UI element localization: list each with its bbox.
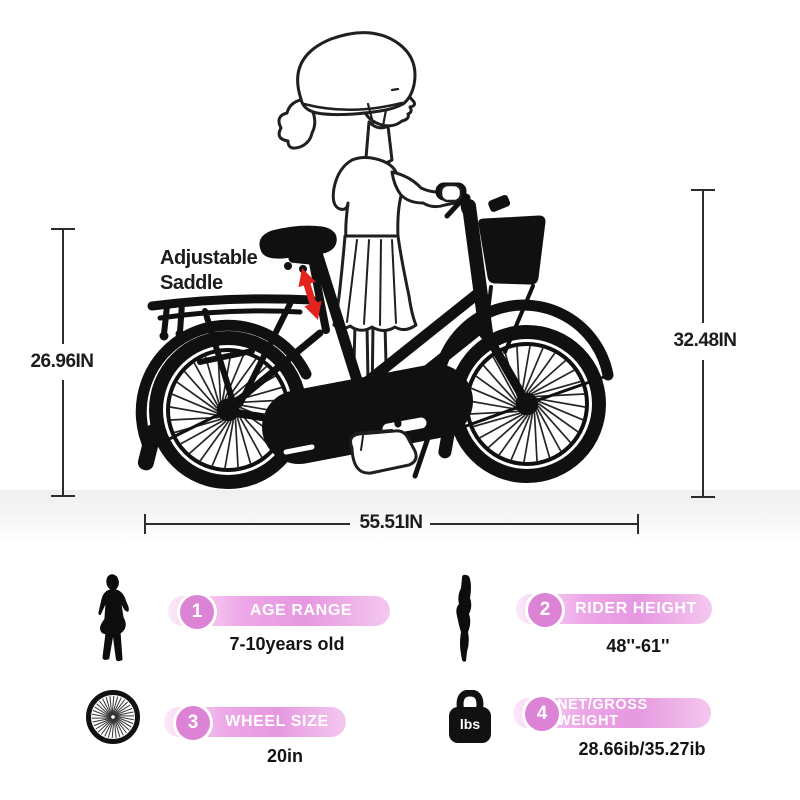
- girl-figure: [277, 31, 463, 439]
- spec-badge-weight: 4: [525, 697, 559, 731]
- dim-label-seat-height: 26.96IN: [30, 351, 94, 372]
- dimension-lines: [51, 189, 715, 534]
- wheel-icon: [86, 690, 140, 744]
- lbs-label: lbs: [459, 716, 481, 732]
- bicycle: [135, 182, 614, 489]
- dim-label-overall-length: 55.51IN: [359, 512, 423, 533]
- spec-value-rider-height: 48''-61'': [606, 636, 670, 656]
- spec-value-weight: 28.66ib/35.27ib: [578, 739, 706, 759]
- rear-fender: [135, 319, 312, 456]
- saddle: [259, 225, 337, 334]
- pedal: [377, 389, 417, 428]
- skirt: [332, 234, 418, 332]
- adjustable-saddle-note: Adjustable Saddle: [160, 246, 258, 296]
- spec-badge-wheel-size: 3: [176, 706, 210, 740]
- hand: [439, 183, 463, 203]
- floor-shadow: [0, 490, 800, 546]
- kickstand: [412, 429, 433, 479]
- spec-badge-rider-height: 2: [528, 593, 562, 627]
- torso: [331, 156, 404, 240]
- dim-label-handlebar-height: 32.48IN: [673, 330, 737, 351]
- spec-badge-age-range: 1: [180, 595, 214, 629]
- girl-silhouette-icon: [98, 574, 129, 662]
- rear-rack: [147, 294, 317, 407]
- adjustable-saddle-note-line1: Adjustable: [160, 247, 258, 269]
- ponytail: [277, 97, 317, 150]
- rider-height-icon: [456, 574, 472, 662]
- helmet: [296, 31, 417, 117]
- weight-icon: [449, 690, 491, 743]
- shoe: [349, 429, 418, 475]
- spec-value-wheel-size: 20in: [266, 746, 304, 766]
- chain-guard: [262, 364, 473, 464]
- adjustable-saddle-note-line2: Saddle: [160, 272, 223, 294]
- saddle-adjust-arrow: [298, 268, 322, 320]
- girl-foreground: [349, 183, 463, 475]
- basket: [478, 215, 546, 354]
- spec-value-age-range: 7-10years old: [229, 634, 345, 654]
